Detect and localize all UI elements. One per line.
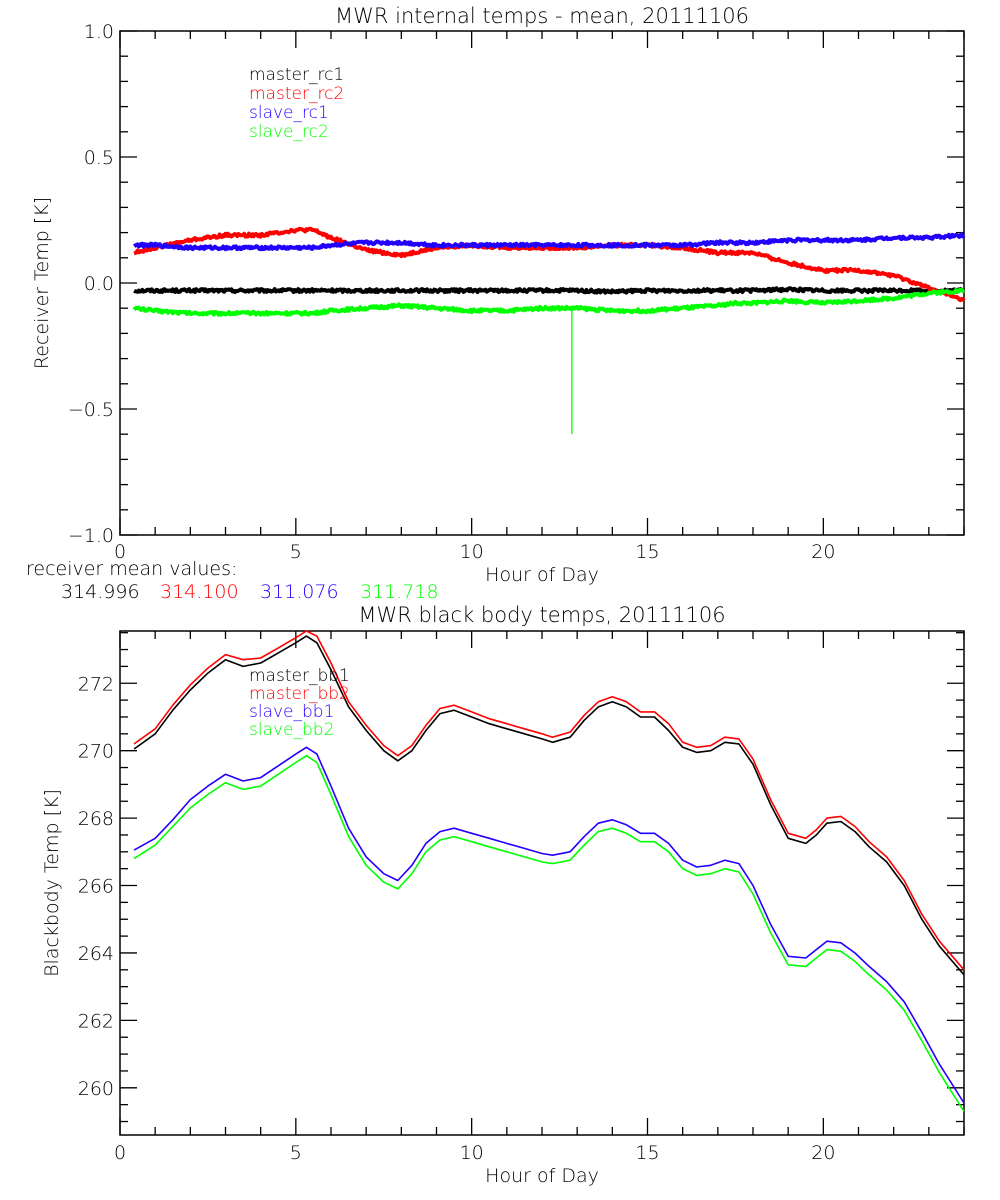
receiver-mean-value: 314.100 xyxy=(160,581,239,603)
x-tick-label: 15 xyxy=(635,1142,659,1164)
x-tick-label: 5 xyxy=(290,541,302,563)
chart-title: MWR black body temps, 20111106 xyxy=(358,603,725,627)
series-line-master_rc1 xyxy=(133,286,965,295)
y-tick-label: 260 xyxy=(78,1078,114,1100)
y-tick-label: −1.0 xyxy=(68,525,114,547)
receiver-mean-value: 314.996 xyxy=(61,581,140,603)
y-tick-label: 1.0 xyxy=(84,21,114,43)
y-tick-label: 270 xyxy=(78,741,114,763)
y-tick-label: 262 xyxy=(78,1010,114,1032)
x-tick-label: 20 xyxy=(811,1142,835,1164)
series-group xyxy=(133,630,965,1112)
plot-frame xyxy=(119,30,965,536)
chart-internal-temps: MWR internal temps - mean, 20111106 0 5 10… xyxy=(31,4,966,586)
y-tick-label: 264 xyxy=(78,943,114,965)
series-line-slave_bb1 xyxy=(133,746,965,1104)
x-tick-labels: 0 5 10 15 20 xyxy=(114,541,835,563)
x-tick-labels: 0 5 10 15 20 xyxy=(114,1142,835,1164)
x-tick-label: 0 xyxy=(114,1142,126,1164)
y-tick-label: 268 xyxy=(78,808,114,830)
series-line-master_bb1 xyxy=(133,635,965,976)
plot-frame xyxy=(119,630,965,1136)
legend-entry-slave_bb2: slave_bb2 xyxy=(249,720,334,740)
legend-entry-slave_rc1: slave_rc1 xyxy=(249,103,329,123)
series-line-slave_rc2 xyxy=(132,287,965,317)
x-tick-label: 10 xyxy=(460,1142,484,1164)
y-axis-label: Receiver Temp [K] xyxy=(31,197,53,369)
series-line-master_bb2 xyxy=(133,630,965,971)
y-axis-label: Blackbody Temp [K] xyxy=(41,789,63,977)
x-tick-label: 15 xyxy=(635,541,659,563)
legend-entry-slave_rc2: slave_rc2 xyxy=(249,122,329,142)
legend-entry-master_bb2: master_bb2 xyxy=(249,684,350,704)
legend-entry-master_bb1: master_bb1 xyxy=(249,666,350,686)
x-tick-label: 10 xyxy=(460,541,484,563)
y-tick-labels: −1.0 −0.5 0.0 0.5 1.0 xyxy=(68,21,114,547)
series-line-slave_rc1 xyxy=(132,232,966,252)
axis-ticks xyxy=(119,631,965,1135)
x-axis-label: Hour of Day xyxy=(485,1165,599,1187)
receiver-mean-value: 311.718 xyxy=(360,581,439,603)
y-tick-labels: 260 262 264 266 268 270 272 xyxy=(78,673,114,1100)
axis-ticks xyxy=(119,30,965,536)
legend-entry-master_rc2: master_rc2 xyxy=(249,84,344,104)
x-tick-label: 0 xyxy=(114,541,126,563)
series-line-master_rc2 xyxy=(133,226,966,303)
series-group xyxy=(132,226,966,435)
receiver-mean-values: 314.996 314.100 311.076 311.718 xyxy=(61,581,439,603)
y-tick-label: 0.5 xyxy=(84,147,114,169)
y-tick-label: 266 xyxy=(78,876,114,898)
legend-entry-master_rc1: master_rc1 xyxy=(249,65,344,85)
y-tick-label: 272 xyxy=(78,673,114,695)
chart-title: MWR internal temps - mean, 20111106 xyxy=(335,4,749,28)
x-tick-label: 5 xyxy=(290,1142,302,1164)
legend-entry-slave_bb1: slave_bb1 xyxy=(249,702,334,722)
y-tick-label: 0.0 xyxy=(84,273,114,295)
y-tick-label: −0.5 xyxy=(68,399,114,421)
x-axis-label: Hour of Day xyxy=(485,564,599,586)
x-tick-label: 20 xyxy=(811,541,835,563)
receiver-mean-value: 311.076 xyxy=(260,581,339,603)
chart-blackbody-temps: MWR black body temps, 20111106 0 5 10 15 20 … xyxy=(41,603,965,1187)
receiver-mean-label: receiver mean values: xyxy=(26,558,237,580)
series-line-slave_bb2 xyxy=(133,754,965,1112)
